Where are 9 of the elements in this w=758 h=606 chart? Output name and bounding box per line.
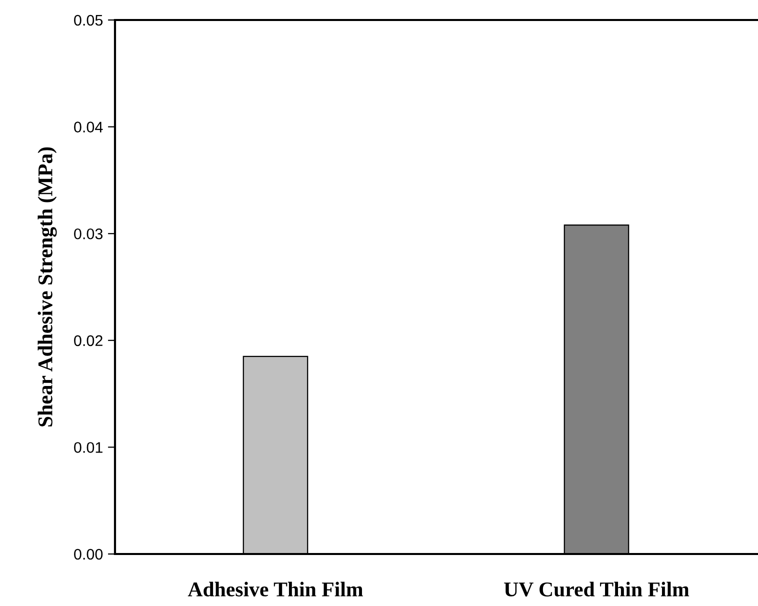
y-tick-label: 0.05 — [74, 14, 103, 26]
x-tick-label: UV Cured Thin Film — [504, 582, 690, 597]
y-tick-label: 0.03 — [74, 228, 103, 240]
y-tick-label: 0.02 — [74, 335, 102, 346]
y-axis-title: Shear Adhesive Strength (MPa) — [38, 147, 57, 426]
y-tick-label: 0.01 — [74, 442, 102, 453]
y-tick-label: 0.00 — [74, 548, 103, 560]
y-tick-label: 0.04 — [74, 122, 103, 132]
x-tick-label: Adhesive Thin Film — [188, 582, 363, 596]
